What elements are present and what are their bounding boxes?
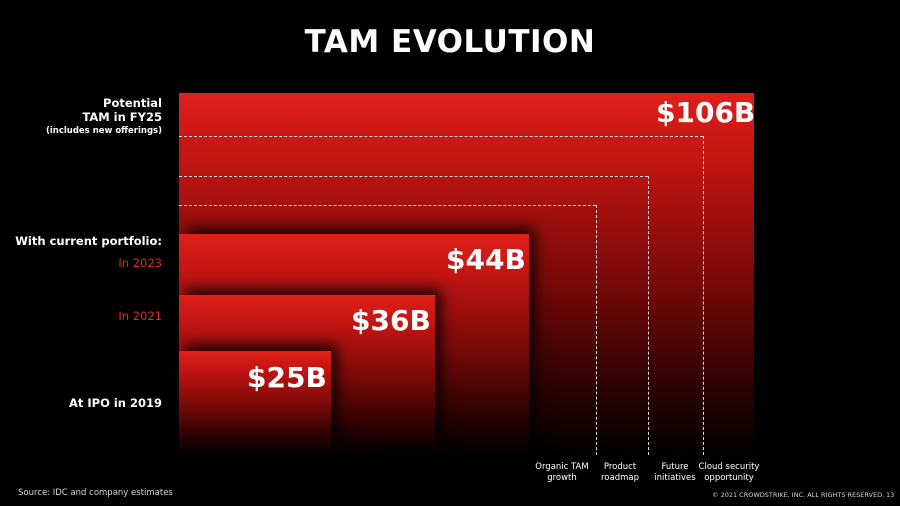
cloud-line-2: opportunity: [704, 473, 754, 483]
value-label-2023: $44B: [446, 243, 526, 276]
cloud-line-1: Cloud security: [698, 462, 760, 472]
value-label-fy25: $106B: [656, 96, 756, 129]
label-product-roadmap: Product roadmap: [580, 462, 660, 484]
dashed-roadmap-side: [596, 205, 597, 455]
page-number: 13: [886, 491, 895, 499]
value-label-2021: $36B: [351, 304, 431, 337]
dashed-cloud-side: [703, 136, 704, 455]
page-title: TAM EVOLUTION: [304, 24, 596, 60]
dashed-roadmap-top: [179, 205, 596, 206]
dashed-future-side: [648, 176, 649, 455]
value-label-2019: $25B: [247, 361, 327, 394]
tam-box-2019: [179, 351, 331, 455]
label-organic-growth: Organic TAM growth: [522, 462, 602, 484]
dashed-future-top: [179, 176, 648, 177]
current-portfolio-label: With current portfolio:: [15, 234, 162, 248]
organic-line-1: Organic TAM: [535, 462, 589, 472]
organic-line-2: growth: [547, 473, 577, 483]
in-2023-label: In 2023: [118, 256, 162, 270]
dashed-cloud-top: [179, 136, 703, 137]
label-cloud-security: Cloud security opportunity: [689, 462, 769, 484]
copyright-note: © 2021 CROWDSTRIKE, INC. ALL RIGHTS RESE…: [712, 491, 885, 499]
future-line-1: Future: [661, 462, 689, 472]
at-ipo-label: At IPO in 2019: [68, 396, 162, 410]
source-note: Source: IDC and company estimates: [18, 488, 173, 498]
roadmap-line-2: roadmap: [601, 473, 639, 483]
potential-line-2: TAM in FY25: [82, 110, 162, 124]
label-future-initiatives: Future initiatives: [635, 462, 715, 484]
potential-tam-label: Potential TAM in FY25 (includes new offe…: [46, 96, 162, 138]
potential-line-1: Potential: [103, 96, 162, 110]
potential-note: (includes new offerings): [45, 126, 162, 136]
roadmap-line-1: Product: [603, 462, 637, 472]
future-line-2: initiatives: [654, 473, 696, 483]
in-2021-label: In 2021: [118, 309, 162, 323]
